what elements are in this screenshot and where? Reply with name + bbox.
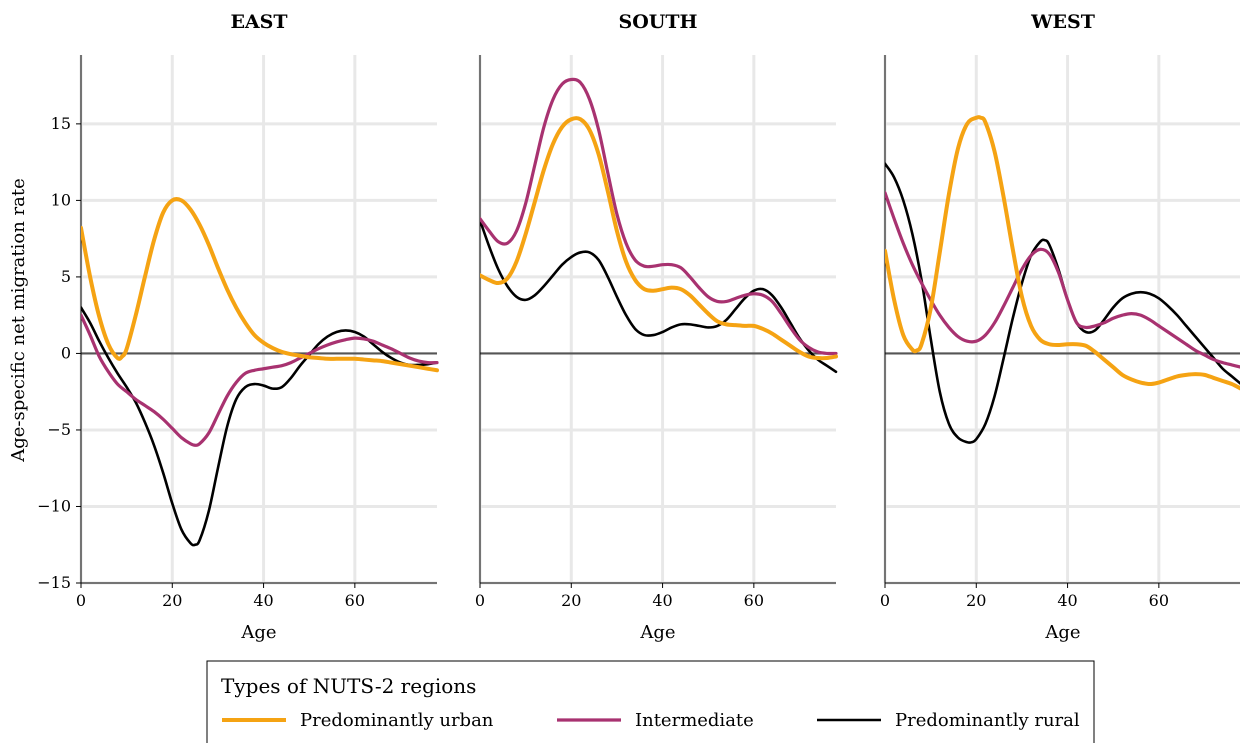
x-tick-label: 60 xyxy=(744,591,764,610)
x-tick-label: 20 xyxy=(966,591,986,610)
legend: Types of NUTS-2 regions Predominantly ur… xyxy=(206,660,1095,743)
legend-label-intermediate: Intermediate xyxy=(635,710,754,731)
y-tick-label: 10 xyxy=(51,190,71,209)
x-tick-label: 0 xyxy=(76,591,86,610)
panel-title: SOUTH xyxy=(619,11,698,33)
panel-east: 0 20 40 60 −15 −10 −5 0 5 10 15 Age EAST xyxy=(37,11,439,643)
y-tick-label: 15 xyxy=(51,114,71,133)
legend-box xyxy=(206,660,1095,743)
x-tick-label: 60 xyxy=(345,591,365,610)
series-line-intermediate xyxy=(885,191,1240,369)
x-axis-label: Age xyxy=(1044,622,1080,643)
legend-title: Types of NUTS-2 regions xyxy=(221,674,476,698)
y-tick-label: −10 xyxy=(37,496,71,515)
x-tick-label: 20 xyxy=(162,591,182,610)
y-tick-label: 0 xyxy=(61,343,71,362)
x-tick-label: 0 xyxy=(880,591,890,610)
panel-title: EAST xyxy=(230,11,287,33)
x-tick-label: 0 xyxy=(475,591,485,610)
x-tick-label: 40 xyxy=(1057,591,1077,610)
x-tick-label: 20 xyxy=(561,591,581,610)
panel-west: 0 20 40 60 Age WEST xyxy=(880,11,1240,643)
x-axis-label: Age xyxy=(240,622,276,643)
x-tick-label: 40 xyxy=(253,591,273,610)
legend-label-predominantly-urban: Predominantly urban xyxy=(300,710,494,731)
y-axis-label: Age-specific net migration rate xyxy=(8,178,29,463)
x-tick-label: 40 xyxy=(652,591,672,610)
panel-south: 0 20 40 60 Age SOUTH xyxy=(475,11,838,643)
series-line-intermediate xyxy=(81,313,439,447)
panels: 0 20 40 60 −15 −10 −5 0 5 10 15 Age EAST 0 20 40 60 Age SO… xyxy=(37,11,1240,643)
panel-title: WEST xyxy=(1030,11,1095,33)
legend-entries: Predominantly urban Intermediate Predomina… xyxy=(222,710,1080,731)
series-line-predominantly-rural xyxy=(480,218,838,374)
y-tick-label: −5 xyxy=(47,420,71,439)
series-line-predominantly-urban xyxy=(885,115,1240,391)
series-line-predominantly-rural xyxy=(885,162,1240,444)
legend-label-predominantly-rural: Predominantly rural xyxy=(895,710,1080,731)
series-line-intermediate xyxy=(480,77,838,356)
series-line-predominantly-urban xyxy=(480,116,838,361)
x-axis-label: Age xyxy=(639,622,675,643)
series-line-predominantly-rural xyxy=(81,306,439,547)
x-tick-label: 60 xyxy=(1149,591,1169,610)
series-line-predominantly-urban xyxy=(81,197,439,373)
y-tick-label: −15 xyxy=(37,573,71,592)
y-tick-label: 5 xyxy=(61,267,71,286)
